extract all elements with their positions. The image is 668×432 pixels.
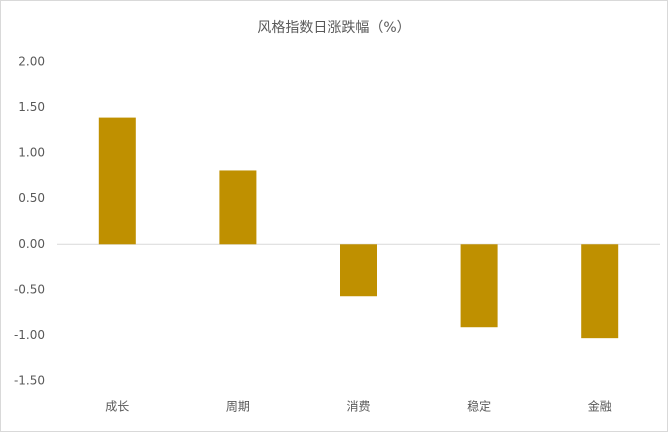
y-tick-label: 2.00: [18, 55, 45, 69]
y-tick-label: 0.00: [18, 237, 45, 251]
y-tick-label: 0.50: [18, 191, 45, 205]
y-tick-label: 1.50: [18, 100, 45, 114]
x-tick-label: 稳定: [467, 399, 491, 414]
x-tick-label: 周期: [226, 400, 250, 414]
bar: [460, 244, 498, 328]
y-tick-label: -1.50: [14, 374, 45, 388]
bar: [98, 117, 136, 245]
y-tick-label: -0.50: [14, 282, 45, 296]
x-tick-label: 消费: [346, 400, 370, 414]
bar: [340, 244, 377, 297]
x-tick-label: 金融: [588, 399, 612, 414]
bar: [581, 244, 619, 339]
chart-title: 风格指数日涨跌幅（%）: [257, 20, 410, 36]
x-tick-label: 成长: [105, 400, 129, 414]
bar: [219, 170, 257, 245]
y-tick-label: -1.00: [14, 328, 45, 342]
y-tick-label: 1.00: [18, 146, 45, 160]
